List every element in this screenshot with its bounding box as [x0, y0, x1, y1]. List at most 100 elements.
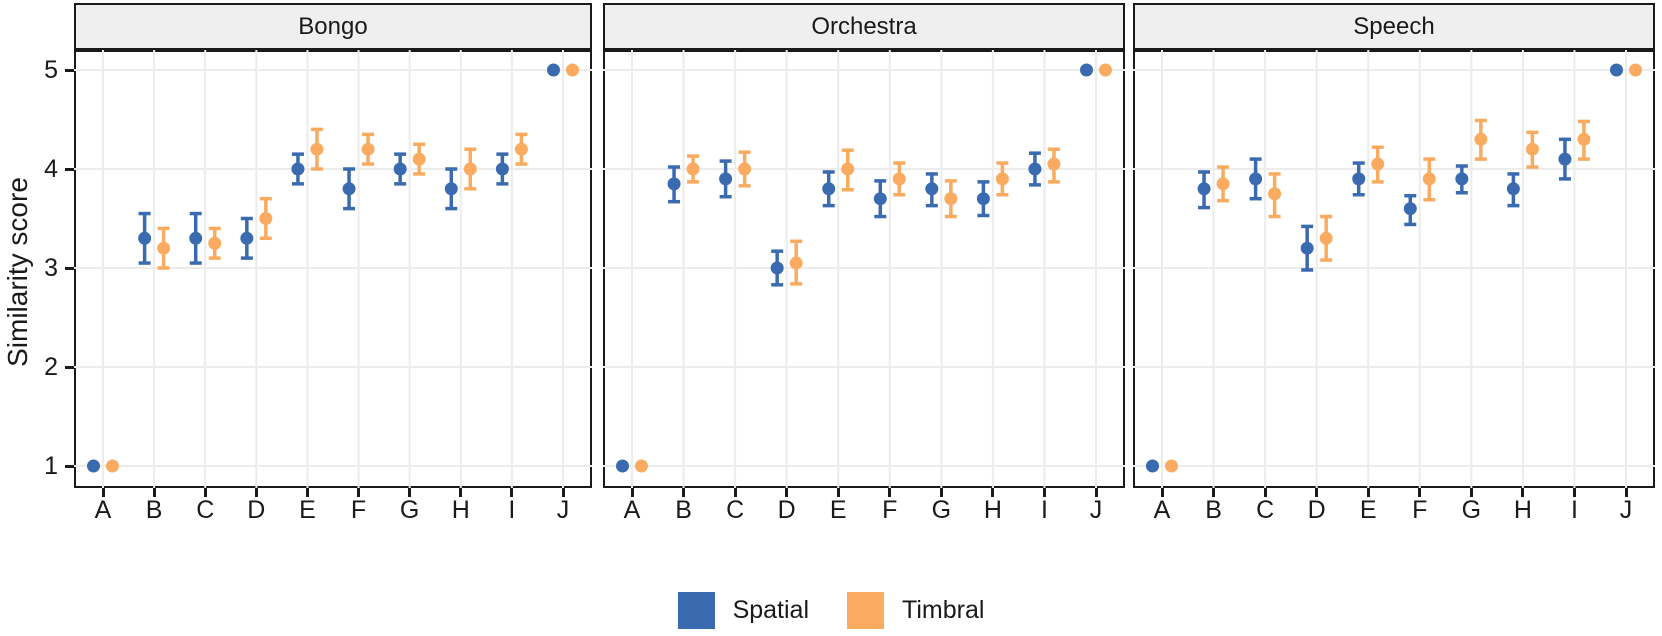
data-point-timbral	[1216, 177, 1230, 191]
x-tick-label: D	[1307, 496, 1326, 524]
x-tick-mark	[1521, 488, 1525, 497]
x-tick-mark	[682, 488, 686, 497]
x-tick-mark	[357, 488, 361, 497]
facet-title: Orchestra	[811, 13, 917, 40]
data-point-spatial	[1506, 182, 1520, 196]
x-tick-label: D	[247, 496, 266, 524]
y-tick-label: 3	[44, 254, 58, 282]
x-tick-label: J	[556, 496, 570, 524]
x-tick-label: C	[726, 496, 745, 524]
y-tick-mark	[65, 365, 74, 369]
data-point-timbral	[686, 162, 700, 176]
data-point-spatial	[1249, 172, 1263, 186]
x-tick-label: C	[1256, 496, 1275, 524]
x-tick-label: E	[299, 496, 316, 524]
data-point-spatial	[1197, 182, 1211, 196]
data-point-spatial	[925, 182, 939, 196]
data-point-timbral	[1629, 63, 1642, 77]
x-tick-mark	[991, 488, 995, 497]
x-tick-mark	[1418, 488, 1422, 497]
x-tick-mark	[408, 488, 412, 497]
x-tick-mark	[203, 488, 207, 497]
data-point-spatial	[1028, 162, 1042, 176]
data-point-timbral	[1577, 132, 1591, 146]
x-tick-label: E	[1359, 496, 1377, 524]
x-tick-mark	[939, 488, 943, 497]
x-tick-mark	[152, 488, 156, 497]
data-point-timbral	[310, 142, 324, 156]
x-tick-label: J	[1089, 496, 1103, 524]
x-tick-mark	[836, 488, 840, 497]
x-tick-mark	[254, 488, 258, 497]
data-point-spatial	[1455, 172, 1469, 186]
x-tick-mark	[510, 488, 514, 497]
x-tick-mark	[1263, 488, 1267, 497]
facet-panel-bongo	[74, 50, 592, 488]
x-tick-mark	[1366, 488, 1370, 497]
data-point-spatial	[616, 459, 629, 473]
y-tick-mark	[65, 464, 74, 468]
x-tick-mark	[459, 488, 463, 497]
data-point-spatial	[495, 162, 509, 176]
facet-panel-orchestra	[603, 50, 1125, 488]
x-tick-mark	[1042, 488, 1046, 497]
x-tick-mark	[1624, 488, 1628, 497]
x-tick-label: H	[983, 496, 1002, 524]
data-point-spatial	[1300, 241, 1314, 255]
x-tick-label: J	[1619, 496, 1633, 524]
data-point-timbral	[463, 162, 477, 176]
x-tick-label: G	[399, 496, 420, 524]
data-point-timbral	[995, 172, 1009, 186]
y-tick-mark	[65, 167, 74, 171]
data-point-spatial	[667, 177, 681, 191]
data-point-spatial	[393, 162, 407, 176]
data-point-timbral	[738, 162, 752, 176]
facet-panel-speech	[1133, 50, 1655, 488]
data-point-spatial	[138, 231, 152, 245]
x-tick-mark	[630, 488, 634, 497]
x-tick-label: F	[882, 496, 898, 524]
data-point-timbral	[789, 256, 803, 270]
x-tick-label: G	[1461, 496, 1482, 524]
x-tick-mark	[1315, 488, 1319, 497]
x-tick-label: H	[451, 496, 470, 524]
y-tick-label: 5	[44, 56, 58, 84]
legend-item-timbral: Timbral	[847, 591, 984, 629]
data-point-timbral	[841, 162, 855, 176]
x-tick-label: A	[623, 496, 641, 524]
data-point-spatial	[547, 63, 560, 77]
facet-title: Bongo	[298, 13, 368, 40]
legend-swatch-timbral	[847, 591, 885, 629]
data-point-spatial	[291, 162, 305, 176]
data-point-timbral	[412, 152, 426, 166]
data-point-spatial	[1558, 152, 1572, 166]
data-point-timbral	[944, 192, 958, 206]
x-tick-mark	[733, 488, 737, 497]
data-point-spatial	[1403, 202, 1417, 216]
x-tick-label: F	[1412, 496, 1428, 524]
data-point-timbral	[892, 172, 906, 186]
data-point-spatial	[1610, 63, 1623, 77]
data-point-timbral	[1047, 157, 1061, 171]
data-point-spatial	[87, 459, 100, 473]
data-point-timbral	[566, 63, 579, 77]
facet-plot-speech	[1133, 50, 1655, 488]
facet-plot-orchestra	[603, 50, 1125, 488]
y-tick-label: 2	[44, 353, 58, 381]
legend-swatch-spatial	[677, 591, 715, 629]
x-tick-mark	[888, 488, 892, 497]
x-tick-mark	[561, 488, 565, 497]
x-tick-label: B	[675, 496, 692, 524]
data-point-spatial	[444, 182, 458, 196]
facet-strip-speech: Speech	[1133, 3, 1655, 50]
data-point-timbral	[1371, 157, 1385, 171]
legend-item-spatial: Spatial	[677, 591, 809, 629]
x-tick-mark	[1160, 488, 1164, 497]
data-point-spatial	[719, 172, 733, 186]
x-tick-label: I	[508, 496, 516, 524]
data-point-timbral	[514, 142, 528, 156]
data-point-spatial	[770, 261, 784, 275]
y-tick-label: 4	[44, 155, 58, 183]
data-point-timbral	[361, 142, 375, 156]
x-tick-mark	[305, 488, 309, 497]
